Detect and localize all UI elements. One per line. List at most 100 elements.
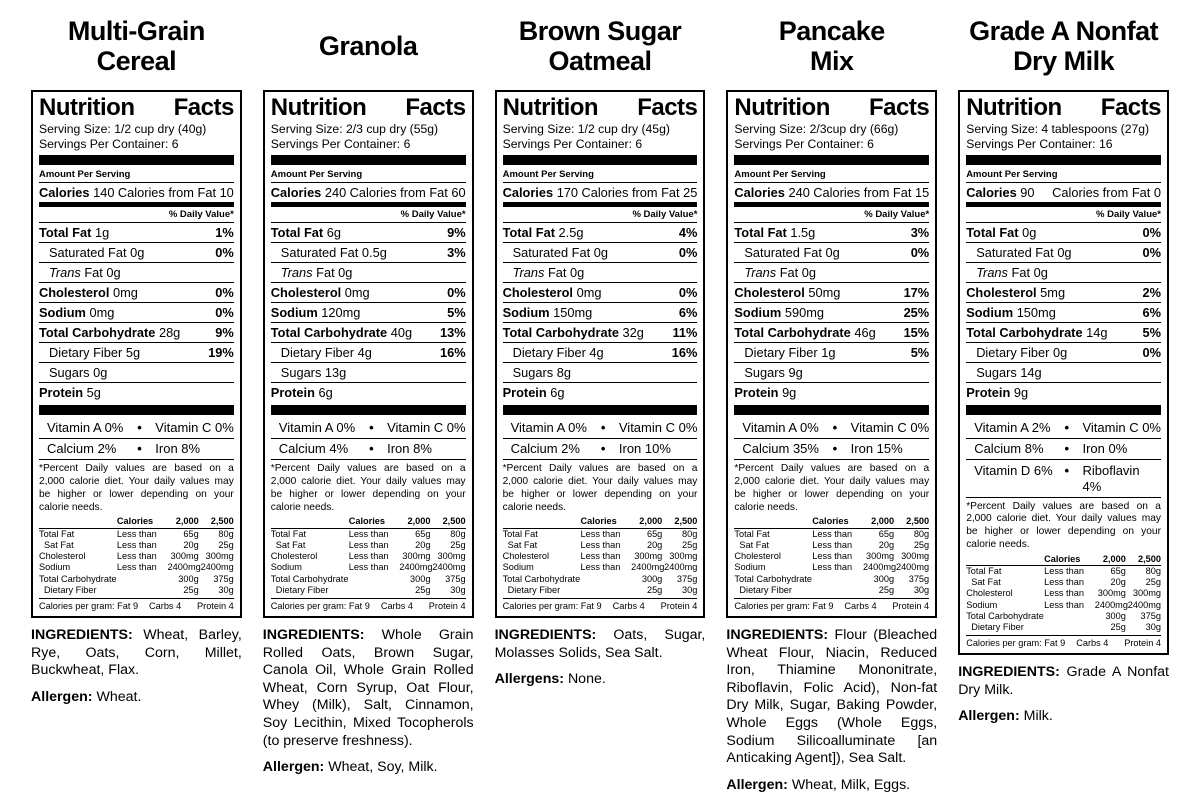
nutrient-name: Cholesterol <box>39 284 110 300</box>
nutrient-amount: 1.5g <box>790 224 816 240</box>
reference-cell: 2400mg <box>432 562 466 573</box>
nutrient-amount: Fat 0g <box>779 264 817 280</box>
reference-cell: Total Carbohydrate <box>966 610 1044 621</box>
reference-cell: Sat Fat <box>44 539 74 550</box>
nutrient-row: Total Fat 0g 0% <box>966 223 1161 244</box>
calories-value: 240 <box>324 185 347 201</box>
bullet-separator: • <box>369 441 374 457</box>
divider-bar-thick <box>734 155 930 166</box>
nutrient-name: Trans <box>512 264 545 280</box>
nutrient-row: Trans Fat 0g <box>39 263 234 284</box>
nutrient-row: Dietary Fiber 1g 5% <box>734 343 930 364</box>
nutrient-name-group: Saturated Fat 0g <box>513 245 608 261</box>
nutrient-row: Dietary Fiber 4g 16% <box>270 343 466 364</box>
reference-header-cell: 2,500 <box>442 516 466 527</box>
heading-word: Nutrition <box>734 94 830 121</box>
vitamin-left: Vitamin A 0% <box>742 419 819 435</box>
vitamin-list: Vitamin A 0% • Vitamin C 0% Calcium 4% • Iron… <box>270 417 466 461</box>
reference-cell: 300mg <box>402 551 431 562</box>
reference-cell: Cholesterol <box>270 551 318 562</box>
serving-size: Serving Size: 2/3 cup dry (55g) <box>270 122 439 137</box>
reference-table-row: Dietary Fiber 25g 30g <box>39 585 234 596</box>
nutrient-row: Total Fat 1.5g 3% <box>734 223 930 244</box>
ingredients-text: Whole Grain Rolled Oats, Brown Sugar, Ca… <box>262 627 474 749</box>
calories-from-fat: Calories from Fat 0 <box>1052 185 1161 201</box>
reference-header-cell: 2,000 <box>871 516 895 527</box>
nutrient-name: Sodium <box>966 304 1014 320</box>
reference-table-row: Total Carbohydrate 300g 375g <box>966 611 1161 622</box>
reference-table-row: Total Carbohydrate 300g 375g <box>271 574 466 585</box>
nutrient-name: Cholesterol <box>734 284 805 300</box>
heading-word: Facts <box>405 94 466 121</box>
serving-size: Serving Size: 1/2 cup dry (45g) <box>502 122 670 137</box>
heading-word: Facts <box>868 94 930 121</box>
ingredients-label: INGREDIENTS: <box>31 627 133 644</box>
nutrient-name-group: Protein 6g <box>503 385 565 401</box>
reference-header-cell: Calories <box>1044 553 1081 564</box>
reference-table-row: Cholesterol Less than 300mg 300mg <box>503 551 698 562</box>
reference-cell: Total Carbohydrate <box>734 573 813 584</box>
nutrient-daily-value: 16% <box>439 344 466 360</box>
nutrient-row: Dietary Fiber 0g 0% <box>966 343 1161 364</box>
reference-table-row: Sat Fat Less than 20g 25g <box>503 540 698 551</box>
nutrient-daily-value: 5% <box>910 344 930 360</box>
nutrient-daily-value: 1% <box>215 224 234 240</box>
reference-table-row: Sat Fat Less than 20g 25g <box>734 540 929 551</box>
nutrient-name-group: Cholesterol 5mg <box>966 285 1065 301</box>
nutrient-row: Sugars 8g <box>502 363 698 384</box>
reference-table-row: Total Fat Less than 65g 80g <box>39 529 234 540</box>
reference-cell: 80g <box>913 528 930 539</box>
calories-row: Calories 240 Calories from Fat 60 <box>270 182 466 202</box>
nutrient-row: Sugars 14g <box>966 363 1161 384</box>
nutrient-amount: 0.5g <box>361 244 387 260</box>
vitamin-row: Calcium 35% • Iron 15% <box>734 439 930 461</box>
vitamin-row: Vitamin A 2% • Vitamin C 0% <box>966 417 1161 439</box>
nutrient-name: Cholesterol <box>966 284 1037 300</box>
vitamin-right: Vitamin C 0% <box>155 419 234 435</box>
calories-label: Calories <box>966 185 1017 201</box>
reference-cell: Sat Fat <box>507 539 538 550</box>
divider-bar-medium <box>39 202 234 208</box>
reference-cell <box>349 585 400 596</box>
calories-from-fat: Calories from Fat 25 <box>581 185 698 201</box>
servings-per-container: Servings Per Container: 6 <box>502 137 643 152</box>
daily-value-header: % Daily Value* <box>270 207 466 224</box>
allergen-label: Allergen: <box>958 708 1020 725</box>
vitamin-right: Vitamin C 0% <box>850 419 930 435</box>
reference-cell: 300g <box>873 573 895 584</box>
nutrient-amount: Fat 0g <box>1011 264 1048 280</box>
reference-cell: 25g <box>1110 621 1126 632</box>
nutrient-name: Trans <box>280 264 313 280</box>
reference-cell: Less than <box>812 551 853 562</box>
nutrient-row: Sugars 13g <box>270 363 466 384</box>
product-title: Multi-Grain Cereal <box>31 4 242 90</box>
product-title-line: Cereal <box>96 46 177 76</box>
reference-cell: Total Fat <box>734 528 770 539</box>
nutrient-name: Protein <box>502 384 547 400</box>
nutrient-row: Sodium 120mg 5% <box>270 303 466 324</box>
calories-row: Calories 140 Calories from Fat 10 <box>39 182 234 202</box>
vitamin-list: Vitamin A 0% • Vitamin C 0% Calcium 2% • Iron… <box>39 417 234 461</box>
reference-cell: 80g <box>450 528 466 539</box>
heading-word: Facts <box>1100 94 1162 121</box>
daily-value-header: % Daily Value* <box>502 207 698 224</box>
nutrient-name-group: Total Fat 1g <box>39 225 109 241</box>
bullet-separator: • <box>832 419 838 435</box>
vitamin-right: Vitamin C 0% <box>1082 419 1161 435</box>
nutrient-name-group: Total Carbohydrate 32g <box>503 325 644 341</box>
reference-cell: 65g <box>878 528 895 539</box>
ingredients-label: INGREDIENTS: <box>262 627 365 644</box>
bullet-separator: • <box>369 419 374 435</box>
divider-bar-medium <box>966 202 1161 208</box>
nutrient-amount: 0mg <box>112 284 138 300</box>
nutrient-row: Saturated Fat 0g 0% <box>966 243 1161 264</box>
ingredients-text: Oats, Sugar, Molasses Solids, Sea Salt. <box>494 627 706 661</box>
reference-cell: 65g <box>646 528 663 539</box>
nutrient-amount: 28g <box>158 324 181 340</box>
calories-per-gram-row: Calories per gram: Fat 9 Carbs 4 Protein 4 <box>966 635 1161 648</box>
ingredients-label: INGREDIENTS: <box>494 627 597 644</box>
nutrient-name-group: Total Carbohydrate 14g <box>966 325 1107 341</box>
reference-cell: 25g <box>913 539 930 550</box>
reference-cell: Less than <box>1044 599 1084 610</box>
nutrient-daily-value: 0% <box>215 304 234 320</box>
